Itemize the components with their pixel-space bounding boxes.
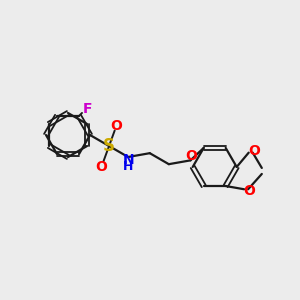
Text: O: O bbox=[110, 119, 122, 134]
Text: N: N bbox=[122, 153, 134, 167]
Text: F: F bbox=[82, 102, 92, 116]
Text: O: O bbox=[248, 144, 260, 158]
Text: S: S bbox=[103, 137, 115, 155]
Text: O: O bbox=[95, 160, 107, 173]
Text: O: O bbox=[186, 149, 197, 164]
Text: H: H bbox=[123, 160, 133, 173]
Text: O: O bbox=[243, 184, 255, 198]
